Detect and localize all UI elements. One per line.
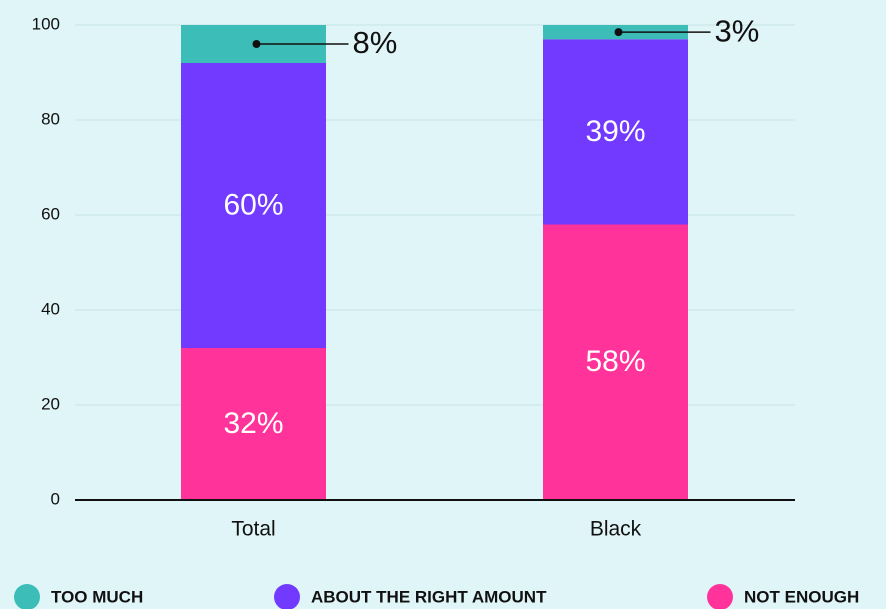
y-tick-label: 60 xyxy=(41,204,60,223)
legend-label: NOT ENOUGH xyxy=(744,587,859,606)
legend-swatch xyxy=(707,584,733,609)
legend-label: TOO MUCH xyxy=(51,587,143,606)
y-tick-label: 40 xyxy=(41,299,60,318)
x-tick-label: Black xyxy=(590,518,642,541)
value-label: 39% xyxy=(585,115,645,148)
bar-segment xyxy=(543,224,688,500)
legend-swatch xyxy=(14,584,40,609)
y-tick-label: 80 xyxy=(41,109,60,128)
value-label: 60% xyxy=(223,188,283,221)
legend-label: ABOUT THE RIGHT AMOUNT xyxy=(311,587,547,606)
value-label: 8% xyxy=(353,25,398,60)
y-tick-label: 0 xyxy=(51,489,60,508)
bar-segment xyxy=(181,63,326,348)
bar-segment xyxy=(543,39,688,225)
y-tick-label: 100 xyxy=(32,14,60,33)
x-tick-label: Total xyxy=(231,518,275,541)
legend-swatch xyxy=(274,584,300,609)
value-label: 3% xyxy=(715,13,760,48)
value-label: 32% xyxy=(223,407,283,440)
bar-segment xyxy=(181,348,326,500)
y-tick-label: 20 xyxy=(41,394,60,413)
value-label: 58% xyxy=(585,345,645,378)
